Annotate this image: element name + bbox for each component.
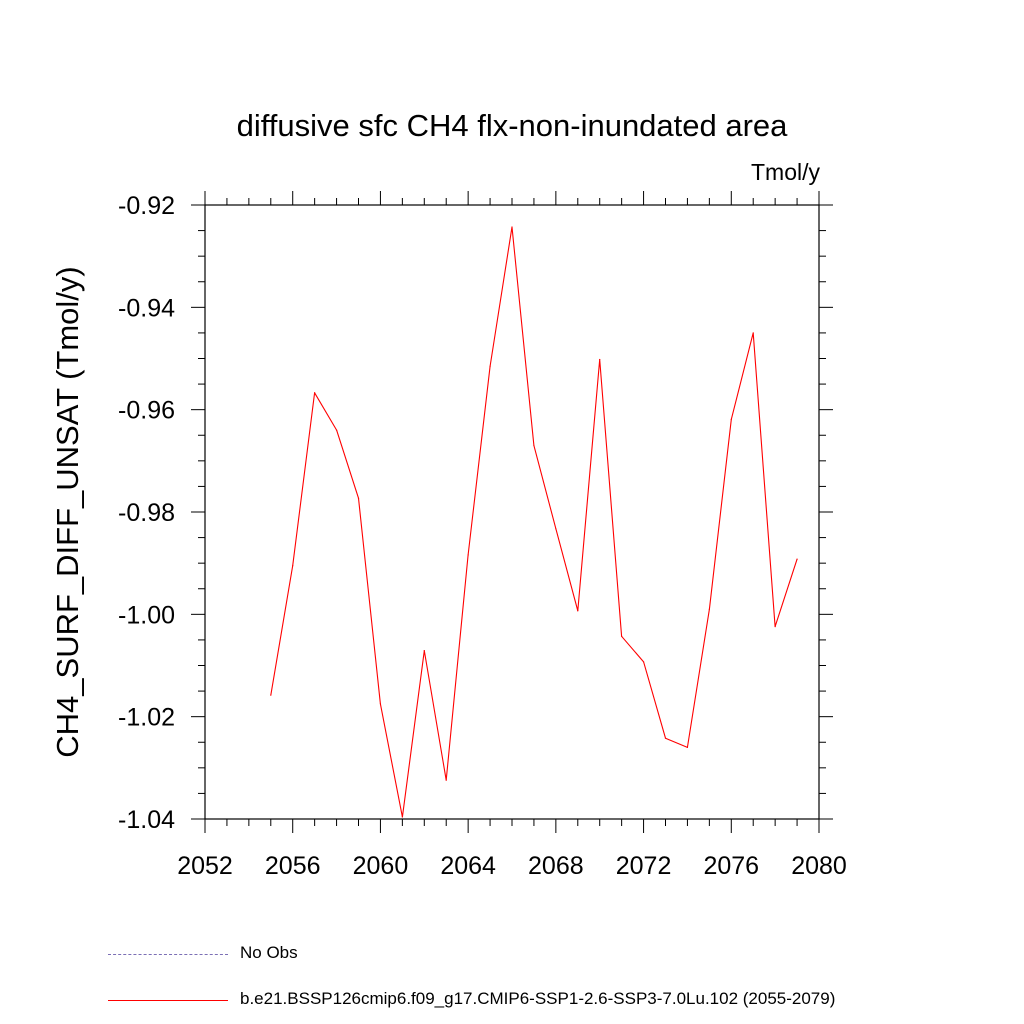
x-tick-label: 2056 [265,852,321,880]
legend-swatch-solid [108,1000,228,1001]
data-point [642,661,645,663]
legend-swatch-dashed [108,954,228,955]
data-point [401,816,403,818]
x-tick-label: 2052 [177,852,233,880]
axis-tick-labels: 2052 2056 2060 2064 2068 2072 2076 2080 -0.92 -0.… [118,192,847,880]
data-point [357,497,360,499]
series-line [270,226,798,818]
data-point [686,746,689,748]
data-point [752,332,754,334]
data-point [270,694,272,696]
y-axis-label: CH4_SURF_DIFF_UNSAT (Tmol/y) [50,266,85,757]
legend-label-series: b.e21.BSSP126cmip6.f09_g17.CMIP6-SSP1-2.… [240,989,836,1008]
data-point [379,703,382,705]
data-point [335,429,338,431]
chart-title: diffusive sfc CH4 flx-non-inundated area [237,108,789,143]
data-point [533,444,535,447]
data-point [796,558,798,560]
data-point [555,528,557,530]
plot-frame [204,204,820,820]
legend-item-series: b.e21.BSSP126cmip6.f09_g17.CMIP6-SSP1-2.… [0,982,1024,1022]
data-point [708,608,710,610]
y-tick-label: -1.00 [118,601,175,629]
data-point [599,358,601,361]
y-tick-label: -0.94 [118,294,175,322]
data-point [664,737,667,739]
data-point [292,565,294,567]
data-point [423,650,425,652]
legend-item-no-obs: No Obs [0,936,1024,976]
y-tick-label: -1.04 [118,806,175,834]
data-point [445,779,447,781]
y-tick-label: -0.92 [118,192,175,220]
data-point [511,226,513,228]
axis-ticks [191,191,833,833]
x-tick-label: 2064 [440,852,496,880]
units-label: Tmol/y [751,159,821,185]
series-layer [270,226,798,818]
legend-label-no-obs: No Obs [240,943,298,962]
data-point [774,626,776,628]
data-point [467,554,469,556]
data-point [621,635,623,637]
x-tick-label: 2076 [703,852,759,880]
y-tick-label: -0.96 [118,397,175,425]
x-tick-label: 2068 [528,852,584,880]
data-point [314,392,316,394]
x-tick-label: 2080 [791,852,847,880]
y-tick-label: -1.02 [118,704,175,732]
data-point [489,365,491,367]
x-tick-label: 2072 [616,852,672,880]
x-tick-label: 2060 [353,852,409,880]
y-tick-label: -0.98 [118,499,175,527]
data-point [730,418,732,420]
data-point [577,610,579,612]
